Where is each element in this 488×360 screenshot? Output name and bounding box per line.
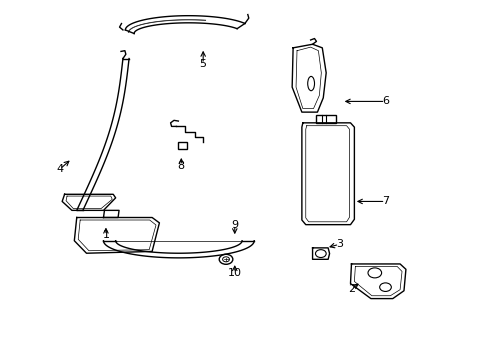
Bar bbox=[178, 143, 187, 149]
Text: 8: 8 bbox=[177, 161, 184, 171]
Text: 1: 1 bbox=[102, 230, 109, 240]
Ellipse shape bbox=[307, 76, 314, 91]
Text: 3: 3 bbox=[335, 239, 342, 249]
Text: 9: 9 bbox=[231, 220, 238, 230]
Ellipse shape bbox=[315, 249, 325, 257]
Ellipse shape bbox=[367, 268, 381, 278]
Text: 2: 2 bbox=[347, 284, 354, 294]
Text: 6: 6 bbox=[381, 96, 388, 107]
Ellipse shape bbox=[379, 283, 390, 292]
Text: 7: 7 bbox=[381, 197, 388, 206]
Text: 5: 5 bbox=[199, 59, 206, 69]
Text: 10: 10 bbox=[227, 268, 241, 278]
Text: 4: 4 bbox=[56, 164, 63, 174]
Bar bbox=[316, 115, 335, 123]
